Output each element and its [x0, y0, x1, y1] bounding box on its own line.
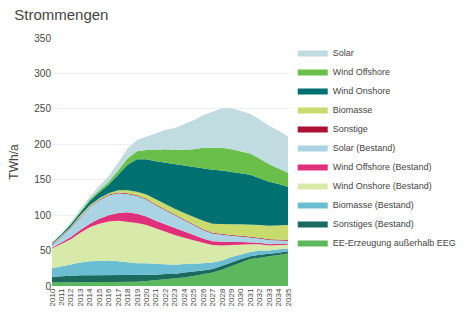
svg-text:150: 150 — [34, 174, 51, 185]
svg-text:2027: 2027 — [208, 288, 217, 306]
svg-text:0: 0 — [45, 281, 51, 292]
svg-text:Sonstiges (Bestand): Sonstiges (Bestand) — [333, 219, 414, 229]
svg-text:Wind Offshore: Wind Offshore — [333, 67, 390, 77]
svg-text:Wind Offshore (Bestand): Wind Offshore (Bestand) — [333, 162, 432, 172]
svg-text:EE-Erzeugung außerhalb EEG: EE-Erzeugung außerhalb EEG — [333, 238, 456, 248]
svg-text:100: 100 — [34, 210, 51, 221]
svg-text:2024: 2024 — [180, 288, 189, 306]
svg-text:350: 350 — [34, 33, 51, 44]
svg-text:2029: 2029 — [227, 288, 236, 306]
svg-text:Biomasse: Biomasse — [333, 105, 373, 115]
svg-text:300: 300 — [34, 68, 51, 79]
svg-text:250: 250 — [34, 103, 51, 114]
svg-text:2026: 2026 — [199, 288, 208, 306]
svg-text:2017: 2017 — [114, 288, 123, 306]
svg-text:2014: 2014 — [85, 288, 94, 306]
svg-text:Biomasse (Bestand): Biomasse (Bestand) — [333, 200, 414, 210]
svg-text:Strommengen: Strommengen — [14, 6, 108, 23]
svg-text:Wind Onshore: Wind Onshore — [333, 86, 391, 96]
svg-text:Solar: Solar — [333, 48, 354, 58]
svg-text:Solar (Bestand): Solar (Bestand) — [333, 143, 396, 153]
svg-text:2012: 2012 — [66, 288, 75, 306]
svg-text:2015: 2015 — [95, 288, 104, 306]
svg-text:2031: 2031 — [246, 288, 255, 306]
svg-text:Wind Onshore (Bestand): Wind Onshore (Bestand) — [333, 181, 432, 191]
svg-text:2034: 2034 — [274, 288, 283, 306]
svg-text:2032: 2032 — [255, 288, 264, 306]
svg-text:200: 200 — [34, 139, 51, 150]
svg-text:2019: 2019 — [133, 288, 142, 306]
svg-text:50: 50 — [40, 245, 52, 256]
svg-text:2035: 2035 — [284, 288, 293, 306]
svg-text:2016: 2016 — [104, 288, 113, 306]
svg-text:TWh/a: TWh/a — [7, 144, 21, 180]
svg-text:2022: 2022 — [161, 288, 170, 306]
svg-text:2023: 2023 — [170, 288, 179, 306]
svg-text:2013: 2013 — [76, 288, 85, 306]
svg-text:2021: 2021 — [151, 288, 160, 306]
svg-text:2025: 2025 — [189, 288, 198, 306]
svg-text:2018: 2018 — [123, 288, 132, 306]
svg-text:2020: 2020 — [142, 288, 151, 306]
svg-text:2033: 2033 — [265, 288, 274, 306]
svg-text:2011: 2011 — [57, 288, 66, 306]
svg-text:2028: 2028 — [218, 288, 227, 306]
svg-text:2030: 2030 — [236, 288, 245, 306]
svg-text:Sonstige: Sonstige — [333, 124, 368, 134]
svg-text:2010: 2010 — [48, 288, 57, 306]
